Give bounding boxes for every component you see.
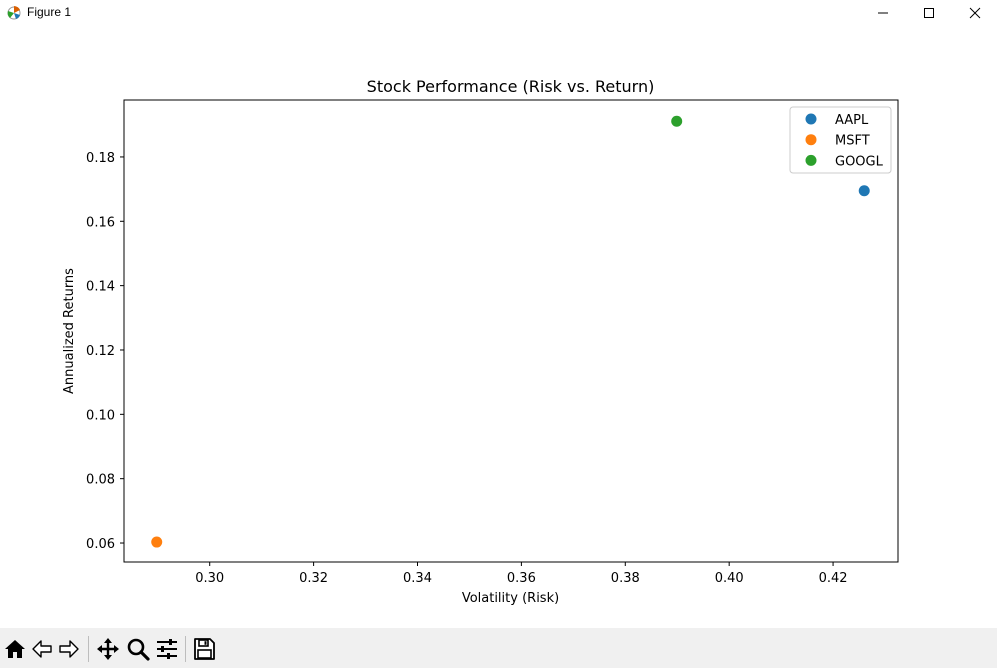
legend-marker-msft: [805, 134, 817, 146]
legend: AAPL MSFT GOOGL: [789, 106, 892, 174]
y-tick-label: 0.08: [86, 473, 115, 488]
y-axis-label: Annualized Returns: [62, 268, 77, 394]
x-tick-label: 0.30: [195, 571, 224, 586]
back-arrow-icon: [32, 640, 52, 658]
x-axis: 0.30 0.32 0.34 0.36 0.38 0.40 0.42: [195, 562, 848, 586]
x-tick-label: 0.34: [403, 571, 432, 586]
legend-label-msft: MSFT: [835, 134, 870, 149]
navigation-toolbar: [0, 628, 997, 668]
toolbar-separator: [88, 636, 89, 662]
x-tick-label: 0.38: [611, 571, 640, 586]
y-tick-label: 0.16: [86, 215, 115, 230]
x-tick-label: 0.36: [507, 571, 536, 586]
data-points: [151, 115, 870, 548]
legend-label-googl: GOOGL: [835, 154, 884, 169]
x-tick-label: 0.32: [299, 571, 328, 586]
maximize-button[interactable]: [906, 0, 952, 26]
save-floppy-icon: [194, 638, 215, 660]
data-point-aapl: [858, 185, 870, 197]
minimize-icon: [878, 12, 888, 14]
close-icon: [969, 7, 981, 19]
data-point-msft: [151, 536, 163, 548]
legend-marker-aapl: [805, 113, 817, 125]
home-button[interactable]: [3, 637, 27, 661]
y-tick-label: 0.06: [86, 537, 115, 552]
minimize-button[interactable]: [860, 0, 906, 26]
y-tick-label: 0.12: [86, 344, 115, 359]
data-point-googl: [671, 115, 683, 127]
scatter-chart: Stock Performance (Risk vs. Return) 0.30…: [62, 77, 899, 606]
x-tick-label: 0.40: [715, 571, 744, 586]
y-tick-label: 0.14: [86, 280, 115, 295]
legend-label-aapl: AAPL: [835, 113, 869, 128]
x-axis-label: Volatility (Risk): [462, 591, 559, 606]
plot-area: [123, 99, 899, 563]
matplotlib-figure-icon: [7, 6, 21, 20]
zoom-magnifier-icon: [127, 638, 150, 661]
configure-subplots-icon: [157, 639, 177, 659]
y-tick-label: 0.10: [86, 408, 115, 423]
chart-title: Stock Performance (Risk vs. Return): [367, 77, 655, 96]
save-button[interactable]: [192, 637, 216, 661]
pan-move-icon: [97, 638, 119, 660]
legend-box: [789, 106, 892, 174]
toolbar-separator: [185, 636, 186, 662]
maximize-icon: [924, 8, 934, 18]
y-tick-label: 0.18: [86, 151, 115, 166]
zoom-button[interactable]: [126, 637, 150, 661]
legend-marker-googl: [805, 154, 817, 166]
figure-canvas: Stock Performance (Risk vs. Return) 0.30…: [0, 26, 997, 628]
close-button[interactable]: [952, 0, 997, 26]
forward-arrow-icon: [59, 640, 79, 658]
y-axis: 0.06 0.08 0.10 0.12 0.14 0.16 0.18: [86, 151, 124, 552]
pan-button[interactable]: [96, 637, 120, 661]
forward-button[interactable]: [57, 637, 81, 661]
window-title: Figure 1: [27, 5, 72, 19]
x-tick-label: 0.42: [819, 571, 848, 586]
window-titlebar: Figure 1: [0, 0, 997, 26]
home-icon: [5, 640, 25, 658]
configure-subplots-button[interactable]: [155, 637, 179, 661]
back-button[interactable]: [30, 637, 54, 661]
